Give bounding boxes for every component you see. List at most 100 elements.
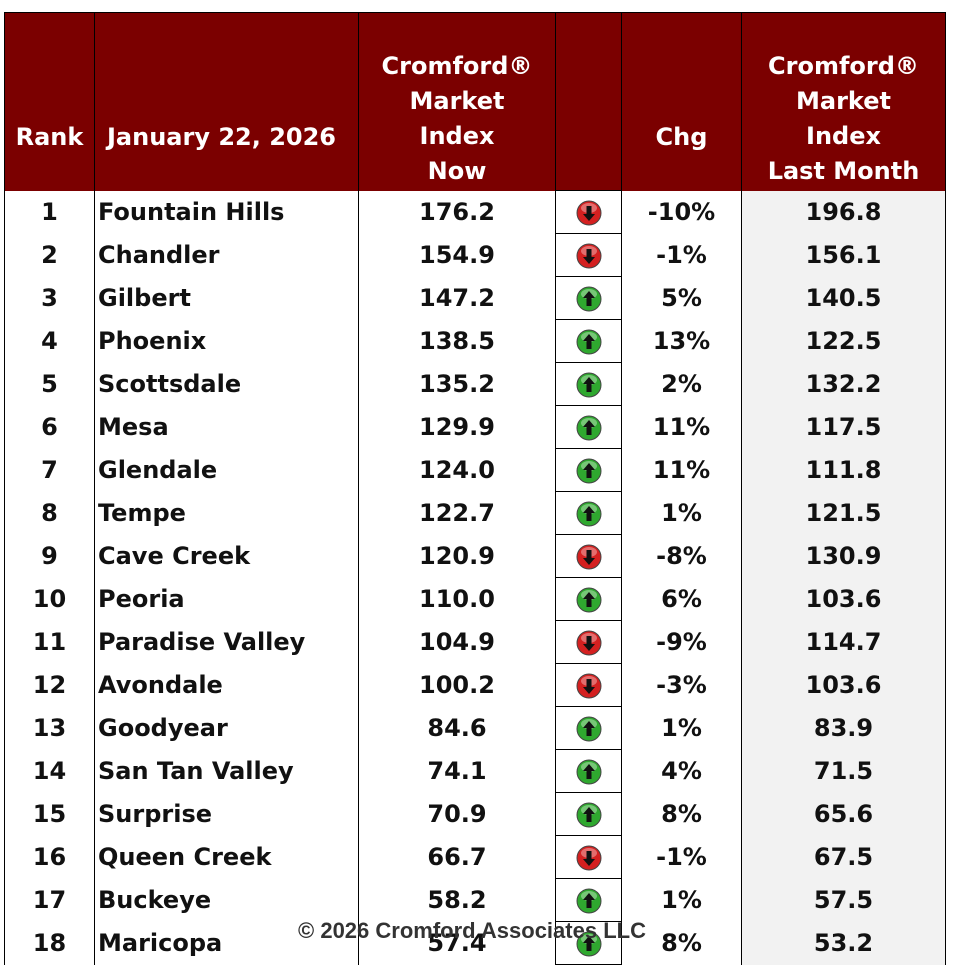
direction-cell bbox=[555, 706, 622, 750]
header-index-now-line: Market bbox=[409, 86, 505, 115]
rank-cell: 14 bbox=[4, 749, 95, 793]
direction-cell bbox=[555, 878, 622, 922]
change-cell: 1% bbox=[621, 706, 742, 750]
index-last-month-cell: 196.8 bbox=[741, 190, 946, 234]
change-cell: 13% bbox=[621, 319, 742, 363]
rank-cell: 15 bbox=[4, 792, 95, 836]
change-cell: -10% bbox=[621, 190, 742, 234]
city-cell: Goodyear bbox=[94, 706, 359, 750]
rank-cell: 17 bbox=[4, 878, 95, 922]
table-row: 6 Mesa 129.9 11% 117.5 bbox=[4, 405, 946, 449]
table-row: 3 Gilbert 147.2 5% 140.5 bbox=[4, 276, 946, 320]
table-row: 2 Chandler 154.9 -1% 156.1 bbox=[4, 233, 946, 277]
direction-cell bbox=[555, 276, 622, 320]
city-cell: Scottsdale bbox=[94, 362, 359, 406]
index-last-month-cell: 57.5 bbox=[741, 878, 946, 922]
table-row: 8 Tempe 122.7 1% 121.5 bbox=[4, 491, 946, 535]
market-index-table-container: Rank January 22, 2026 Cromford® Market I… bbox=[4, 12, 946, 965]
table-row: 11 Paradise Valley 104.9 -9% 114.7 bbox=[4, 620, 946, 664]
table-row: 13 Goodyear 84.6 1% 83.9 bbox=[4, 706, 946, 750]
rank-cell: 3 bbox=[4, 276, 95, 320]
index-now-cell: 135.2 bbox=[358, 362, 556, 406]
direction-cell bbox=[555, 663, 622, 707]
city-cell: Cave Creek bbox=[94, 534, 359, 578]
header-index-last-month: Cromford® Market Index Last Month bbox=[741, 12, 946, 191]
index-now-cell: 100.2 bbox=[358, 663, 556, 707]
rank-cell: 4 bbox=[4, 319, 95, 363]
green-up-arrow-icon bbox=[576, 931, 601, 956]
header-index-now-line: Now bbox=[427, 156, 487, 185]
red-down-arrow-icon bbox=[576, 630, 601, 655]
table-row: 4 Phoenix 138.5 13% 122.5 bbox=[4, 319, 946, 363]
change-cell: -1% bbox=[621, 233, 742, 277]
change-cell: 4% bbox=[621, 749, 742, 793]
rank-cell: 9 bbox=[4, 534, 95, 578]
rank-cell: 7 bbox=[4, 448, 95, 492]
index-last-month-cell: 121.5 bbox=[741, 491, 946, 535]
index-now-cell: 104.9 bbox=[358, 620, 556, 664]
city-cell: San Tan Valley bbox=[94, 749, 359, 793]
city-cell: Tempe bbox=[94, 491, 359, 535]
index-last-month-cell: 114.7 bbox=[741, 620, 946, 664]
red-down-arrow-icon bbox=[576, 243, 601, 268]
direction-cell bbox=[555, 792, 622, 836]
direction-cell bbox=[555, 190, 622, 234]
rank-cell: 11 bbox=[4, 620, 95, 664]
index-last-month-cell: 132.2 bbox=[741, 362, 946, 406]
table-row: 16 Queen Creek 66.7 -1% 67.5 bbox=[4, 835, 946, 879]
index-last-month-cell: 83.9 bbox=[741, 706, 946, 750]
red-down-arrow-icon bbox=[576, 845, 601, 870]
direction-cell bbox=[555, 577, 622, 621]
change-cell: 11% bbox=[621, 448, 742, 492]
red-down-arrow-icon bbox=[576, 200, 601, 225]
rank-cell: 8 bbox=[4, 491, 95, 535]
green-up-arrow-icon bbox=[576, 716, 601, 741]
city-cell: Mesa bbox=[94, 405, 359, 449]
city-cell: Surprise bbox=[94, 792, 359, 836]
index-now-cell: 129.9 bbox=[358, 405, 556, 449]
city-cell: Paradise Valley bbox=[94, 620, 359, 664]
table-row: 14 San Tan Valley 74.1 4% 71.5 bbox=[4, 749, 946, 793]
city-cell: Avondale bbox=[94, 663, 359, 707]
change-cell: 8% bbox=[621, 792, 742, 836]
index-last-month-cell: 103.6 bbox=[741, 663, 946, 707]
index-now-cell: 58.2 bbox=[358, 878, 556, 922]
direction-cell bbox=[555, 835, 622, 879]
red-down-arrow-icon bbox=[576, 673, 601, 698]
header-arrow bbox=[555, 12, 622, 191]
red-down-arrow-icon bbox=[576, 544, 601, 569]
green-up-arrow-icon bbox=[576, 501, 601, 526]
city-cell: Peoria bbox=[94, 577, 359, 621]
green-up-arrow-icon bbox=[576, 759, 601, 784]
rank-cell: 6 bbox=[4, 405, 95, 449]
city-cell: Fountain Hills bbox=[94, 190, 359, 234]
table-row: 15 Surprise 70.9 8% 65.6 bbox=[4, 792, 946, 836]
rank-cell: 2 bbox=[4, 233, 95, 277]
header-rank: Rank bbox=[4, 12, 95, 191]
index-last-month-cell: 140.5 bbox=[741, 276, 946, 320]
index-now-cell: 124.0 bbox=[358, 448, 556, 492]
table-row: 17 Buckeye 58.2 1% 57.5 bbox=[4, 878, 946, 922]
change-cell: -8% bbox=[621, 534, 742, 578]
table-row: 9 Cave Creek 120.9 -8% 130.9 bbox=[4, 534, 946, 578]
green-up-arrow-icon bbox=[576, 415, 601, 440]
header-index-last-line: Last Month bbox=[767, 156, 920, 185]
market-index-table: Rank January 22, 2026 Cromford® Market I… bbox=[4, 12, 946, 965]
direction-cell bbox=[555, 749, 622, 793]
change-cell: 11% bbox=[621, 405, 742, 449]
direction-cell bbox=[555, 534, 622, 578]
direction-cell bbox=[555, 491, 622, 535]
header-index-now-line: Cromford® bbox=[381, 51, 533, 80]
direction-cell bbox=[555, 362, 622, 406]
green-up-arrow-icon bbox=[576, 286, 601, 311]
header-chg: Chg bbox=[621, 12, 742, 191]
index-last-month-cell: 117.5 bbox=[741, 405, 946, 449]
green-up-arrow-icon bbox=[576, 587, 601, 612]
green-up-arrow-icon bbox=[576, 329, 601, 354]
green-up-arrow-icon bbox=[576, 458, 601, 483]
table-row: 10 Peoria 110.0 6% 103.6 bbox=[4, 577, 946, 621]
header-index-now: Cromford® Market Index Now bbox=[358, 12, 556, 191]
header-index-last-line: Market bbox=[796, 86, 891, 115]
direction-cell bbox=[555, 620, 622, 664]
change-cell: 6% bbox=[621, 577, 742, 621]
